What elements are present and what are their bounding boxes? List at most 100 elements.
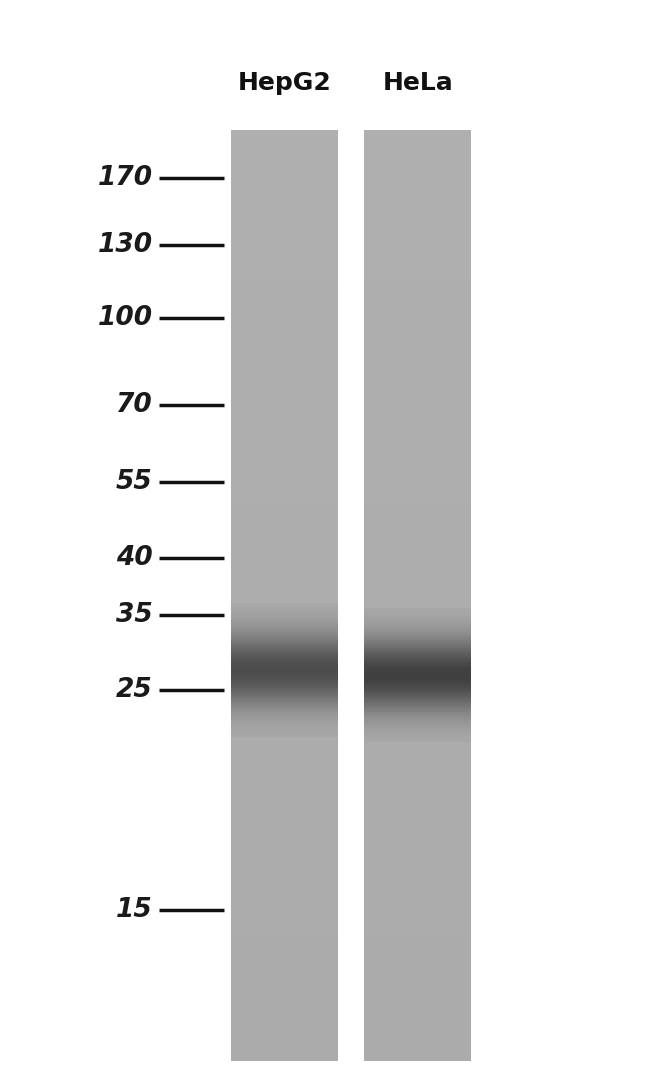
Bar: [364, 630, 471, 632]
Bar: [364, 254, 471, 270]
Bar: [364, 735, 471, 738]
Bar: [231, 332, 338, 348]
Bar: [364, 673, 471, 675]
Bar: [231, 874, 338, 890]
Bar: [364, 693, 471, 696]
Bar: [364, 706, 471, 708]
Bar: [364, 677, 471, 678]
Bar: [364, 705, 471, 707]
Bar: [364, 702, 471, 704]
Bar: [231, 611, 338, 613]
Bar: [364, 725, 471, 727]
Bar: [231, 644, 338, 645]
Bar: [364, 673, 471, 689]
Bar: [364, 332, 471, 348]
Bar: [231, 622, 338, 623]
Bar: [231, 629, 338, 631]
Bar: [364, 623, 471, 625]
Bar: [231, 623, 338, 625]
Bar: [231, 714, 338, 715]
Bar: [364, 626, 471, 629]
Bar: [231, 636, 338, 638]
Bar: [364, 642, 471, 658]
Text: 55: 55: [116, 469, 153, 495]
Bar: [364, 681, 471, 684]
Bar: [364, 316, 471, 332]
Bar: [364, 724, 471, 726]
Bar: [231, 1044, 338, 1061]
Bar: [231, 998, 338, 1014]
Bar: [364, 657, 471, 659]
Bar: [231, 670, 338, 672]
Bar: [364, 874, 471, 890]
Bar: [231, 613, 338, 616]
Bar: [231, 951, 338, 968]
Bar: [231, 409, 338, 426]
Bar: [231, 724, 338, 726]
Bar: [231, 725, 338, 727]
Bar: [364, 781, 471, 797]
Bar: [231, 617, 338, 619]
Bar: [364, 665, 471, 667]
Bar: [364, 766, 471, 782]
Bar: [231, 610, 338, 626]
Bar: [231, 632, 338, 634]
Bar: [231, 690, 338, 692]
Bar: [364, 691, 471, 693]
Bar: [364, 130, 471, 1059]
Bar: [231, 672, 338, 674]
Bar: [231, 633, 338, 635]
Bar: [364, 613, 471, 616]
Bar: [231, 651, 338, 653]
Bar: [231, 659, 338, 660]
Bar: [364, 660, 471, 662]
Bar: [364, 644, 471, 645]
Bar: [231, 712, 338, 714]
Bar: [364, 653, 471, 656]
Bar: [231, 657, 338, 659]
Bar: [231, 693, 338, 696]
Bar: [364, 700, 471, 702]
Bar: [364, 696, 471, 697]
Bar: [364, 640, 471, 642]
Bar: [231, 635, 338, 637]
Bar: [231, 703, 338, 705]
Bar: [364, 688, 471, 690]
Bar: [364, 729, 471, 730]
Bar: [231, 697, 338, 699]
Bar: [231, 677, 338, 678]
Bar: [231, 675, 338, 677]
Bar: [364, 678, 471, 680]
Bar: [231, 663, 338, 665]
Text: 40: 40: [116, 545, 153, 571]
Bar: [231, 486, 338, 502]
Bar: [364, 192, 471, 208]
Bar: [364, 684, 471, 686]
Bar: [231, 827, 338, 843]
Bar: [231, 625, 338, 626]
Bar: [364, 424, 471, 441]
Bar: [231, 285, 338, 301]
Bar: [364, 270, 471, 285]
Bar: [231, 378, 338, 394]
Bar: [231, 130, 338, 146]
Bar: [231, 700, 338, 702]
Bar: [231, 254, 338, 270]
Bar: [364, 737, 471, 739]
Text: 170: 170: [98, 165, 153, 191]
Bar: [364, 717, 471, 718]
Bar: [364, 622, 471, 623]
Bar: [231, 610, 338, 611]
Bar: [364, 936, 471, 951]
Bar: [231, 471, 338, 487]
Bar: [231, 300, 338, 316]
Bar: [231, 660, 338, 662]
Bar: [364, 827, 471, 843]
Bar: [364, 859, 471, 875]
Bar: [231, 316, 338, 332]
Bar: [364, 672, 471, 674]
Bar: [231, 719, 338, 735]
Bar: [364, 580, 471, 595]
Bar: [364, 409, 471, 426]
Bar: [364, 632, 471, 634]
